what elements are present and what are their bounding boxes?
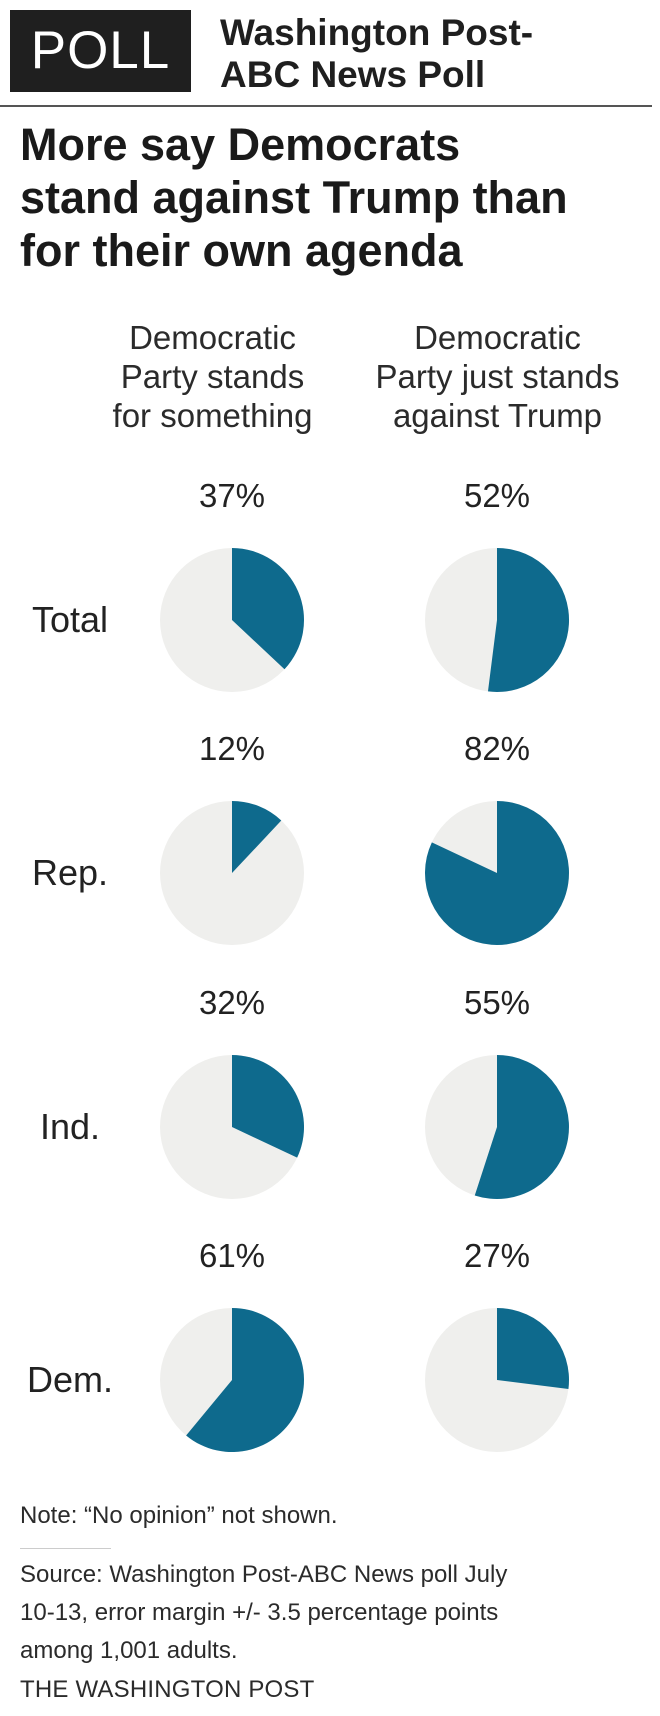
poll-name-line-1: Washington Post- (220, 12, 534, 53)
headline-line-2: stand against Trump than (20, 172, 568, 223)
pie-chart-grid: Total 37% 52% Rep. 12% 82% Ind. 32% 55% Dem. 61% 27… (27, 477, 570, 1453)
chart-headline: More say Democrats stand against Trump t… (20, 118, 652, 277)
credit-line: THE WASHINGTON POST (20, 1676, 315, 1703)
row-label: Rep. (32, 852, 108, 893)
source-line-1: Source: Washington Post-ABC News poll Ju… (20, 1561, 508, 1588)
column-header-line: Democratic (129, 319, 296, 356)
column-header-line: Party just stands (375, 358, 620, 395)
pie-slice (232, 800, 282, 873)
value-label: 32% (199, 984, 265, 1021)
source-line-3: among 1,001 adults. (20, 1637, 238, 1664)
pie-slice (474, 1055, 569, 1199)
value-label: 61% (199, 1237, 265, 1274)
column-header-line: Democratic (414, 319, 581, 356)
header-divider (0, 105, 652, 107)
pie-slice (424, 801, 569, 945)
source-note: Source: Washington Post-ABC News poll Ju… (20, 1556, 640, 1670)
pie-slice (232, 548, 305, 670)
footer-divider (20, 1548, 111, 1549)
poll-name: Washington Post- ABC News Poll (220, 12, 650, 96)
value-label: 37% (199, 477, 265, 514)
value-label: 12% (199, 730, 265, 767)
poll-name-line-2: ABC News Poll (220, 54, 486, 95)
pie-slice (497, 1308, 569, 1390)
column-header-line: against Trump (392, 397, 603, 434)
value-label: 52% (464, 477, 530, 514)
column-header-line: for something (112, 397, 313, 434)
row-label: Dem. (27, 1359, 113, 1400)
headline-line-3: for their own agenda (20, 225, 463, 276)
column-header-against-trump: Democratic Party just stands against Tru… (355, 318, 640, 435)
row-label: Ind. (40, 1106, 100, 1147)
pie-slice (487, 548, 570, 692)
pie-slice (186, 1307, 305, 1453)
chart-note: Note: “No opinion” not shown. (20, 1502, 338, 1529)
value-label: 27% (464, 1237, 530, 1274)
row-label: Total (32, 599, 108, 640)
column-header-stands-for: Democratic Party stands for something (110, 318, 315, 435)
poll-badge: POLL (10, 10, 191, 92)
pie-slice (232, 1055, 305, 1158)
source-line-2: 10-13, error margin +/- 3.5 percentage p… (20, 1599, 499, 1626)
headline-line-1: More say Democrats (20, 119, 461, 170)
column-header-line: Party stands (120, 358, 305, 395)
value-label: 82% (464, 730, 530, 767)
value-label: 55% (464, 984, 530, 1021)
